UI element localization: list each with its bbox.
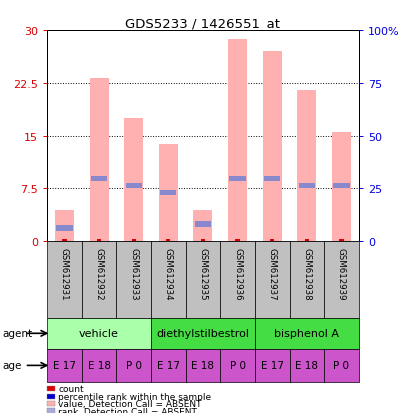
Text: E 18: E 18 — [294, 361, 317, 370]
FancyBboxPatch shape — [185, 242, 220, 318]
FancyBboxPatch shape — [47, 242, 81, 318]
Bar — [270, 239, 274, 242]
FancyBboxPatch shape — [254, 318, 358, 349]
Text: GSM612936: GSM612936 — [232, 247, 241, 299]
Text: GSM612938: GSM612938 — [301, 247, 310, 299]
Text: E 17: E 17 — [260, 361, 283, 370]
Text: GSM612935: GSM612935 — [198, 247, 207, 299]
Text: P 0: P 0 — [333, 361, 348, 370]
Bar — [97, 239, 101, 242]
Bar — [331, 133, 350, 242]
FancyBboxPatch shape — [289, 349, 324, 382]
Bar — [62, 239, 66, 242]
Bar — [124, 119, 143, 242]
Bar — [166, 239, 170, 242]
Bar — [160, 190, 176, 196]
FancyBboxPatch shape — [220, 349, 254, 382]
FancyBboxPatch shape — [151, 242, 185, 318]
Bar — [56, 225, 72, 231]
Text: bisphenol A: bisphenol A — [274, 328, 339, 339]
Text: GSM612933: GSM612933 — [129, 247, 138, 299]
Bar — [125, 183, 142, 189]
FancyBboxPatch shape — [254, 349, 289, 382]
Bar — [227, 40, 247, 242]
Text: agent: agent — [2, 328, 32, 339]
Bar — [262, 52, 281, 242]
Bar — [339, 239, 343, 242]
Text: rank, Detection Call = ABSENT: rank, Detection Call = ABSENT — [58, 407, 197, 413]
Text: P 0: P 0 — [229, 361, 245, 370]
Bar — [55, 210, 74, 242]
Text: P 0: P 0 — [126, 361, 142, 370]
Text: diethylstilbestrol: diethylstilbestrol — [156, 328, 249, 339]
Bar — [131, 239, 135, 242]
FancyBboxPatch shape — [81, 242, 116, 318]
Bar — [235, 239, 239, 242]
Bar — [89, 79, 108, 242]
FancyBboxPatch shape — [324, 242, 358, 318]
FancyBboxPatch shape — [220, 242, 254, 318]
FancyBboxPatch shape — [254, 242, 289, 318]
Text: GSM612937: GSM612937 — [267, 247, 276, 299]
Text: E 18: E 18 — [88, 361, 110, 370]
Bar — [158, 145, 178, 242]
Text: GSM612932: GSM612932 — [94, 247, 103, 299]
FancyBboxPatch shape — [116, 242, 151, 318]
Text: percentile rank within the sample: percentile rank within the sample — [58, 392, 211, 401]
Text: GSM612934: GSM612934 — [164, 247, 173, 299]
Title: GDS5233 / 1426551_at: GDS5233 / 1426551_at — [125, 17, 280, 30]
Bar — [304, 239, 308, 242]
FancyBboxPatch shape — [289, 242, 324, 318]
FancyBboxPatch shape — [81, 349, 116, 382]
Bar — [91, 176, 107, 182]
FancyBboxPatch shape — [47, 349, 81, 382]
FancyBboxPatch shape — [324, 349, 358, 382]
Bar — [297, 91, 316, 242]
Text: vehicle: vehicle — [79, 328, 119, 339]
FancyBboxPatch shape — [116, 349, 151, 382]
FancyBboxPatch shape — [47, 318, 151, 349]
Bar — [298, 183, 314, 189]
FancyBboxPatch shape — [151, 318, 254, 349]
Bar — [229, 176, 245, 182]
Bar — [193, 210, 212, 242]
Text: E 18: E 18 — [191, 361, 214, 370]
Bar — [200, 239, 204, 242]
Bar — [333, 183, 349, 189]
Text: E 17: E 17 — [53, 361, 76, 370]
Bar — [263, 176, 280, 182]
FancyBboxPatch shape — [151, 349, 185, 382]
Bar — [194, 222, 211, 228]
Text: GSM612931: GSM612931 — [60, 247, 69, 299]
Text: GSM612939: GSM612939 — [336, 247, 345, 299]
Text: age: age — [2, 361, 21, 370]
Text: E 17: E 17 — [157, 361, 180, 370]
FancyBboxPatch shape — [185, 349, 220, 382]
Text: count: count — [58, 385, 84, 394]
Text: value, Detection Call = ABSENT: value, Detection Call = ABSENT — [58, 399, 201, 408]
